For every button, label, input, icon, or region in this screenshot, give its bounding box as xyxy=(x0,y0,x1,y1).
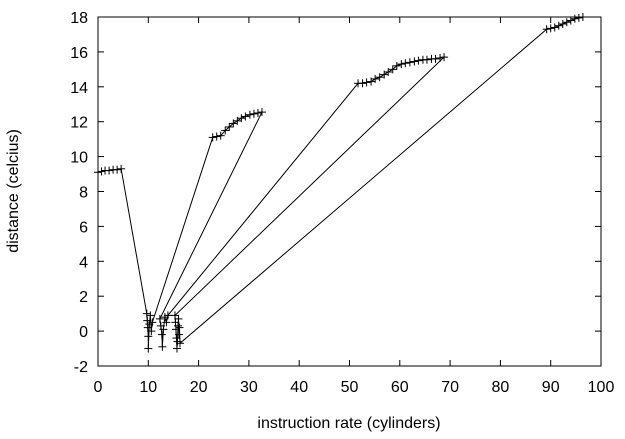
data-point-marker xyxy=(233,116,242,125)
y-tick-label: 18 xyxy=(70,10,88,27)
x-tick-label: 20 xyxy=(190,379,208,396)
data-point-marker xyxy=(172,344,181,353)
y-tick-label: 10 xyxy=(70,150,88,167)
data-point-marker xyxy=(157,330,166,339)
data-point-marker xyxy=(253,108,262,117)
data-point-marker xyxy=(380,70,389,79)
series-layer xyxy=(94,13,587,353)
axis-ticks xyxy=(97,16,602,367)
x-tick-label: 100 xyxy=(588,379,615,396)
data-point-marker xyxy=(237,114,246,123)
data-point-marker xyxy=(174,330,183,339)
data-point-marker xyxy=(155,314,164,323)
x-tick-label: 90 xyxy=(542,379,560,396)
data-point-marker xyxy=(105,166,114,175)
data-point-marker xyxy=(401,59,410,68)
data-point-marker xyxy=(170,311,179,320)
data-point-marker xyxy=(113,165,122,174)
data-point-marker xyxy=(171,325,180,334)
data-point-marker xyxy=(436,54,445,63)
data-point-marker xyxy=(375,73,384,82)
data-point-marker xyxy=(142,309,151,318)
plot-frame xyxy=(97,16,602,367)
data-point-marker xyxy=(143,316,152,325)
data-point-marker xyxy=(578,13,587,21)
data-point-marker xyxy=(221,126,230,135)
data-point-marker xyxy=(566,16,575,25)
data-point-marker xyxy=(175,323,184,332)
data-point-marker xyxy=(546,24,555,33)
data-point-marker xyxy=(422,55,431,64)
data-point-marker xyxy=(143,323,152,332)
data-point-marker xyxy=(229,119,238,128)
data-point-marker xyxy=(249,109,258,118)
y-tick-label: 16 xyxy=(70,45,88,62)
data-point-marker xyxy=(410,57,419,66)
x-tick-label: 0 xyxy=(94,379,103,396)
y-tick-label: 12 xyxy=(70,115,88,132)
y-tick-label: 6 xyxy=(79,219,88,236)
data-point-marker xyxy=(414,56,423,65)
y-tick-label: 14 xyxy=(70,80,88,97)
y-tick-label: 4 xyxy=(79,254,88,271)
data-point-marker xyxy=(440,53,449,62)
data-point-marker xyxy=(97,167,106,176)
data-point-marker xyxy=(392,61,401,70)
data-point-marker xyxy=(367,77,376,86)
data-point-marker xyxy=(570,14,579,23)
data-point-marker xyxy=(362,78,371,87)
data-point-marker xyxy=(208,133,217,142)
y-axis-label: distance (celcius) xyxy=(5,129,22,253)
data-point-marker xyxy=(562,18,571,27)
data-point-marker xyxy=(397,60,406,69)
x-tick-label: 10 xyxy=(139,379,157,396)
data-point-marker xyxy=(371,74,380,83)
data-point-marker xyxy=(550,23,559,32)
x-tick-label: 80 xyxy=(492,379,510,396)
x-axis-label: instruction rate (cylinders) xyxy=(257,415,440,432)
x-tick-label: 70 xyxy=(441,379,459,396)
data-point-marker xyxy=(144,344,153,353)
y-tick-label: -2 xyxy=(74,359,88,376)
data-point-marker xyxy=(405,58,414,67)
data-point-marker xyxy=(554,21,563,30)
data-point-marker xyxy=(144,332,153,341)
data-point-marker xyxy=(117,164,126,173)
data-point-marker xyxy=(148,318,157,327)
data-point-marker xyxy=(384,67,393,76)
y-tick-label: 2 xyxy=(79,289,88,306)
data-point-marker xyxy=(358,79,367,88)
data-point-marker xyxy=(558,19,567,28)
data-point-marker xyxy=(162,318,171,327)
data-point-marker xyxy=(212,132,221,141)
data-point-marker xyxy=(431,54,440,63)
x-tick-label: 60 xyxy=(391,379,409,396)
x-tick-label: 40 xyxy=(290,379,308,396)
data-point-marker xyxy=(94,168,102,177)
series-line xyxy=(97,16,583,349)
data-point-marker xyxy=(175,339,184,348)
data-point-marker xyxy=(574,13,583,22)
data-point-marker xyxy=(225,122,234,131)
data-point-marker xyxy=(241,112,250,121)
data-point-marker xyxy=(216,131,225,140)
data-point-marker xyxy=(158,342,167,351)
x-tick-label: 50 xyxy=(341,379,359,396)
data-point-marker xyxy=(173,321,182,330)
data-point-marker xyxy=(147,327,156,336)
data-point-marker xyxy=(174,314,183,323)
data-point-marker xyxy=(388,65,397,74)
data-point-marker xyxy=(245,110,254,119)
x-tick-label: 30 xyxy=(240,379,258,396)
data-point-marker xyxy=(159,325,168,334)
data-point-marker xyxy=(163,311,172,320)
data-point-marker xyxy=(146,311,155,320)
y-tick-label: 8 xyxy=(79,185,88,202)
data-point-marker xyxy=(542,25,551,34)
axis-tick-labels: 0 10 20 30 40 50 60 70 80 90 100 -2 0 2 4 6 8 10 12 14 16 18 xyxy=(70,10,614,396)
y-tick-label: 0 xyxy=(79,324,88,341)
data-point-marker xyxy=(257,108,266,117)
